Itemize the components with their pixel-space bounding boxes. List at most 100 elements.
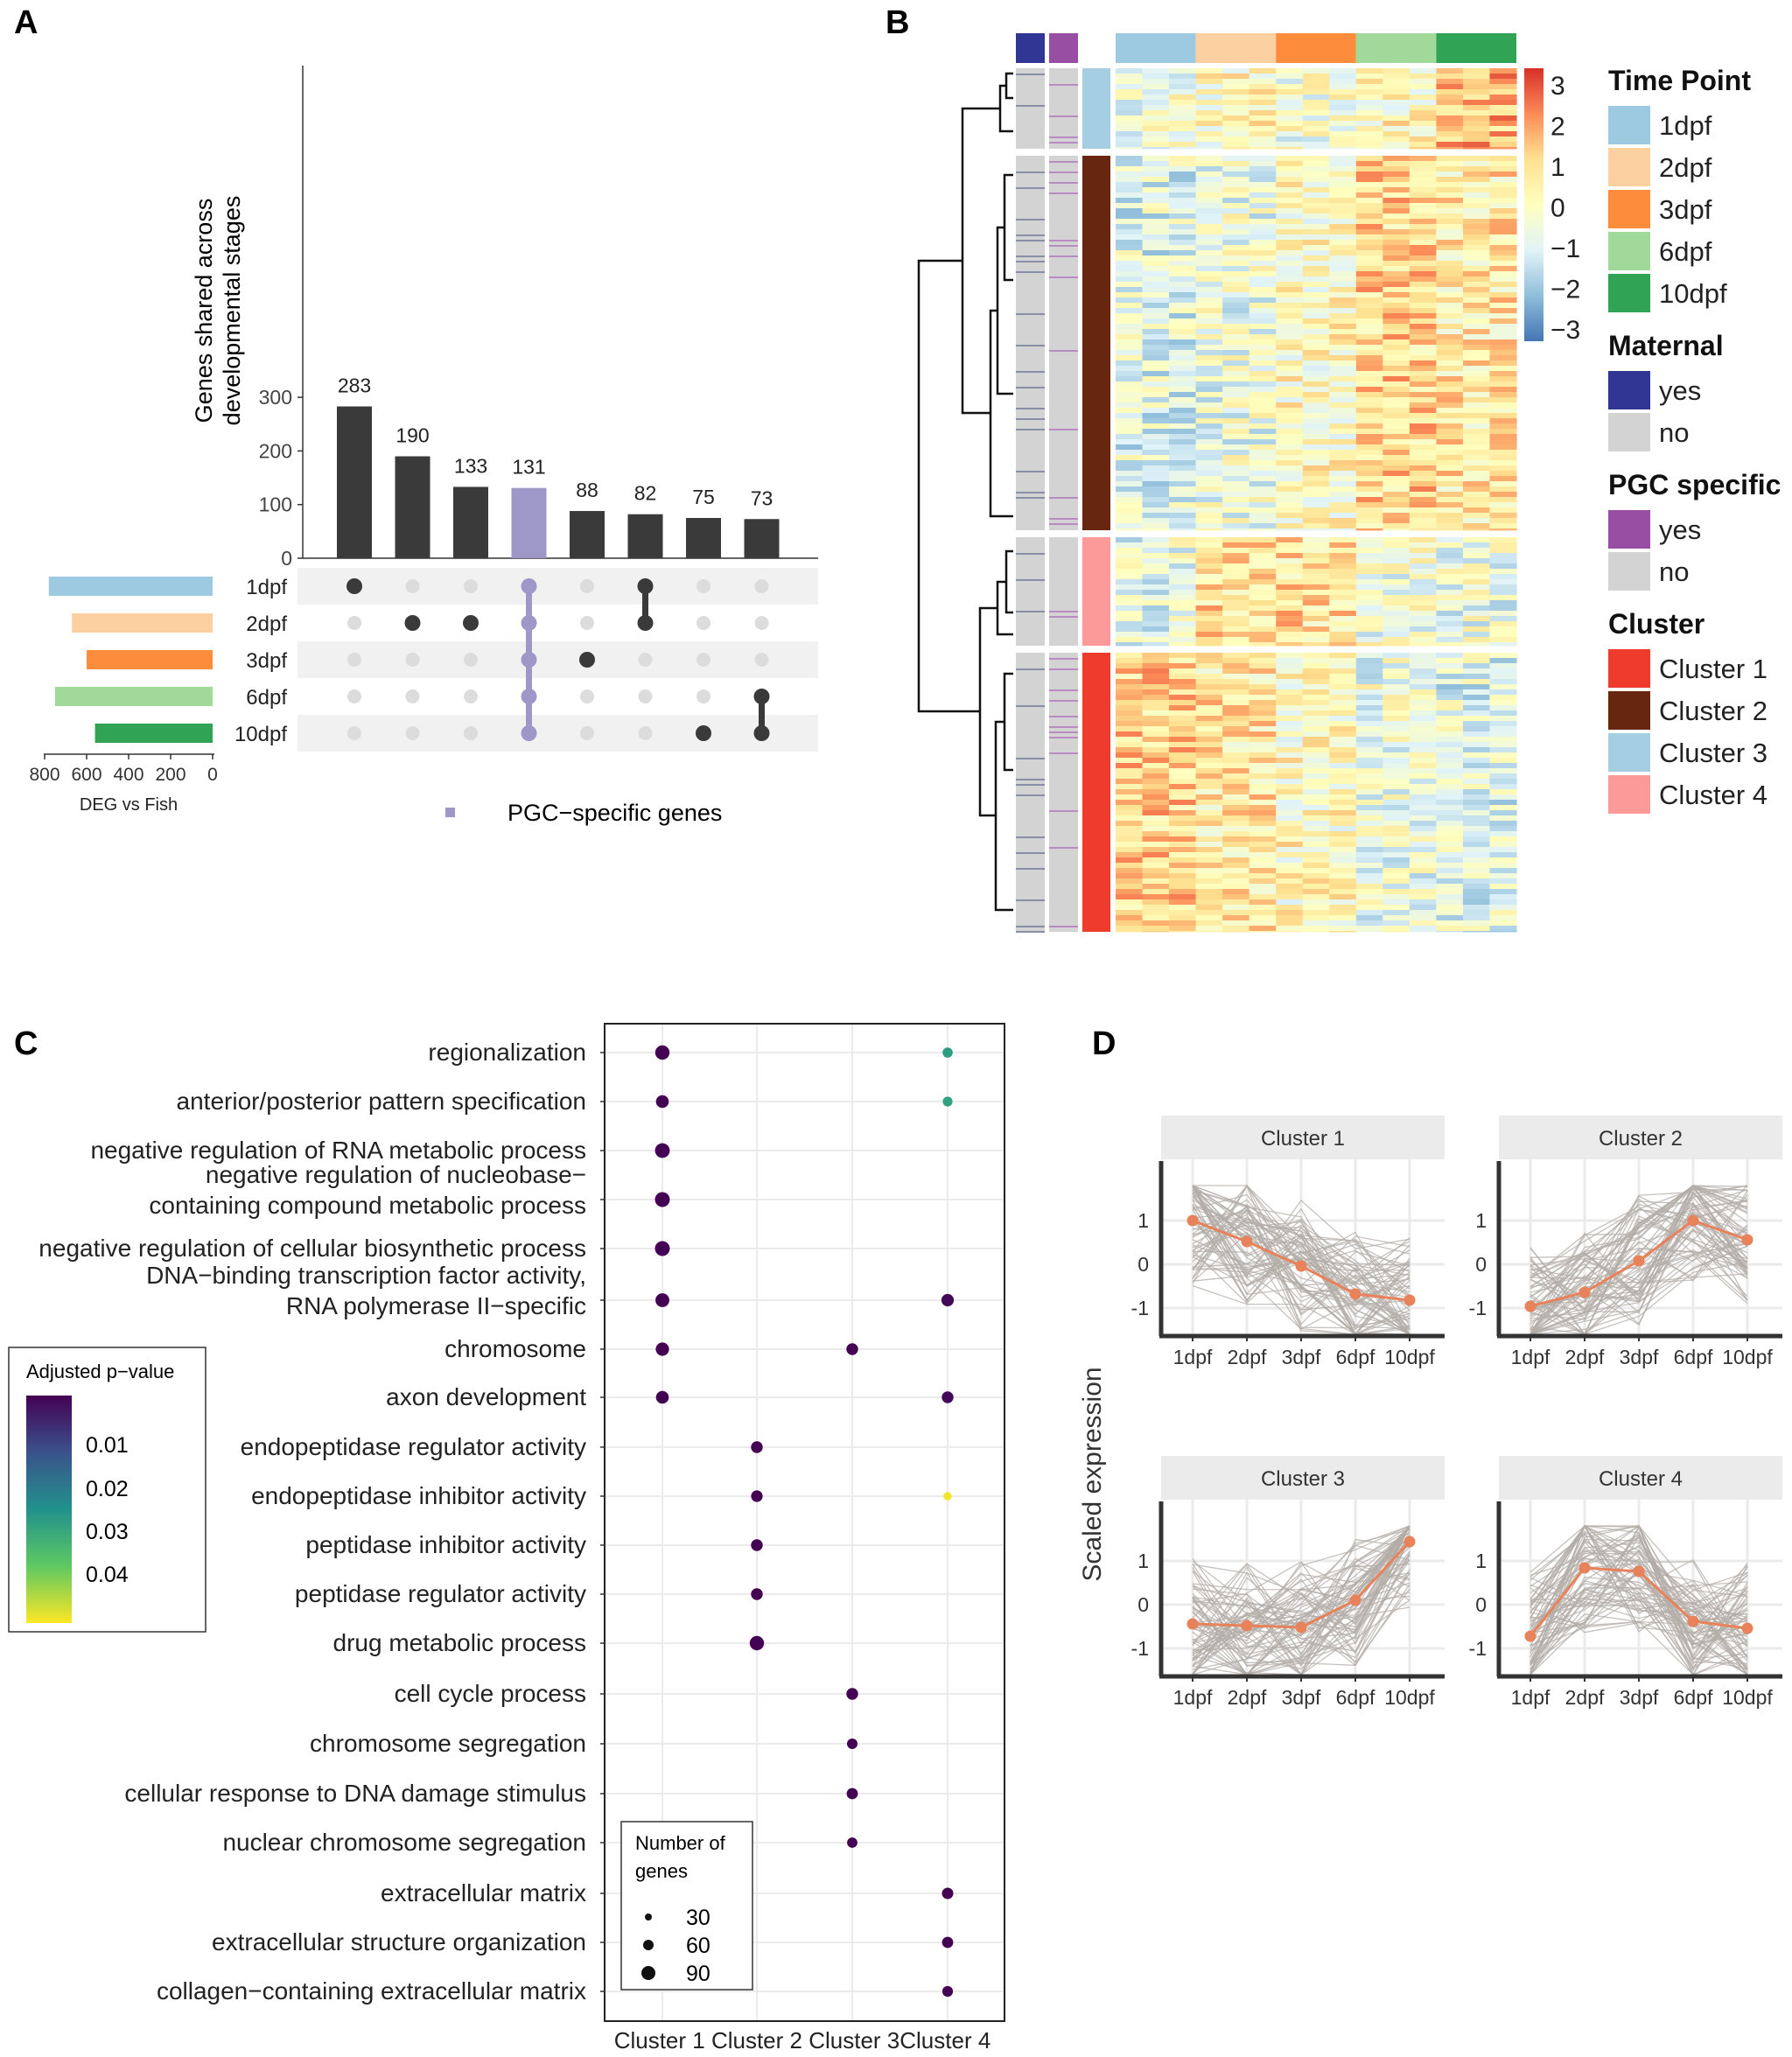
heatmap-cell [1169, 276, 1197, 283]
pgc-stripe [1049, 518, 1078, 520]
heatmap-cell [1489, 234, 1517, 241]
heatmap-cell [1276, 768, 1304, 774]
heatmap-cell [1436, 245, 1464, 251]
heatmap-cell [1276, 292, 1304, 298]
heatmap-cell [1276, 784, 1304, 790]
maternal-stripe [1016, 261, 1045, 262]
heatmap-cell [1382, 492, 1410, 498]
heatmap-cell [1382, 126, 1410, 132]
heatmap-cell [1462, 632, 1491, 638]
heatmap-cell [1169, 297, 1197, 304]
heatmap-cell [1142, 563, 1170, 570]
heatmap-cell [1249, 234, 1277, 241]
heatmap-cell [1249, 486, 1277, 493]
heatmap-cell [1116, 156, 1144, 162]
heatmap-cell [1329, 752, 1357, 759]
heatmap-cell [1436, 705, 1464, 711]
heatmap-cell [1222, 873, 1250, 879]
heatmap-cell [1462, 915, 1491, 921]
heatmap-cell [1302, 831, 1330, 837]
heatmap-cell [1276, 558, 1304, 564]
facet-strip [1499, 1116, 1782, 1159]
heatmap-cell [1382, 815, 1410, 822]
heatmap-cell [1436, 758, 1464, 764]
heatmap-cell [1276, 502, 1304, 508]
heatmap-cell [1195, 789, 1223, 795]
maternal-stripe [1016, 779, 1045, 780]
heatmap-cell [1169, 590, 1197, 596]
heatmap-cell [1276, 126, 1304, 132]
heatmap-cell [1329, 663, 1357, 669]
maternal-stripe [1016, 187, 1045, 189]
heatmap-cell [1302, 297, 1330, 304]
heatmap-cell [1195, 931, 1223, 933]
heatmap-cell [1489, 318, 1517, 325]
heatmap-cell [1409, 366, 1437, 372]
heatmap-cell [1489, 350, 1517, 356]
upset-bar-value: 131 [512, 456, 545, 479]
heatmap-cell [1116, 847, 1144, 853]
heatmap-cell [1249, 523, 1277, 529]
heatmap-cell [1355, 261, 1383, 267]
heatmap-cell [1409, 574, 1437, 580]
heatmap-cell [1489, 245, 1517, 251]
heatmap-cell [1489, 920, 1517, 927]
heatmap-cell [1409, 73, 1437, 80]
heatmap-cell [1409, 626, 1437, 633]
heatmap-cell [1142, 240, 1170, 246]
heatmap-cell [1382, 878, 1410, 885]
heatmap-cell [1249, 371, 1277, 377]
heatmap-cell [1276, 161, 1304, 167]
heatmap-cell [1489, 203, 1517, 209]
heatmap-cell [1302, 68, 1330, 74]
heatmap-cell [1409, 863, 1437, 869]
heatmap-cell [1116, 287, 1144, 293]
heatmap-cell [1116, 905, 1144, 911]
pgc-stripe [1049, 668, 1078, 670]
maternal-stripe [1016, 408, 1045, 409]
heatmap-cell [1249, 621, 1277, 627]
heatmap-cell [1462, 224, 1491, 230]
heatmap-cell [1116, 308, 1144, 314]
heatmap-cell [1489, 574, 1517, 580]
heatmap-cell [1276, 920, 1304, 927]
heatmap-cell [1302, 84, 1330, 90]
heatmap-cell [1436, 100, 1464, 106]
heatmap-cell [1462, 695, 1491, 701]
pgc-stripe [1049, 161, 1078, 163]
heatmap-cell [1489, 94, 1517, 101]
heatmap-legends: Time Point1dpf2dpf3dpf6dpf10dpfMaternaly… [1608, 65, 1781, 814]
pgc-stripe [1049, 689, 1078, 691]
heatmap-cell [1195, 569, 1223, 575]
heatmap-cell [1409, 590, 1437, 596]
scaled-expression-ylabel: Scaled expression [1078, 1367, 1107, 1581]
heatmap-cell [1302, 292, 1330, 298]
heatmap-cell [1195, 234, 1223, 241]
heatmap-cell [1329, 339, 1357, 346]
heatmap-cell [1116, 303, 1144, 309]
heatmap-cell [1329, 863, 1357, 869]
heatmap-cell [1249, 115, 1277, 122]
heatmap-cell [1355, 584, 1383, 591]
heatmap-cell [1222, 303, 1250, 309]
heatmap-cell [1462, 303, 1491, 309]
size-legend: Number of genes 30 60 90 [620, 1821, 753, 1991]
pgc-stripe [1049, 716, 1078, 717]
heatmap-cell [1329, 537, 1357, 543]
heatmap-cell [1355, 429, 1383, 435]
heatmap-cell [1116, 350, 1144, 356]
heatmap-cell [1355, 121, 1383, 127]
heatmap-cell [1355, 423, 1383, 430]
profile-x-tick-label: 6dpf [1336, 1686, 1376, 1709]
heatmap-cell [1222, 89, 1250, 95]
heatmap-cell [1169, 381, 1197, 388]
matrix-dot-filled [521, 615, 537, 631]
heatmap-cell [1409, 695, 1437, 701]
heatmap-cell [1382, 836, 1410, 843]
set-size-tick-label: 400 [113, 765, 144, 785]
heatmap-cell [1222, 234, 1250, 241]
heatmap-cell [1462, 663, 1491, 669]
heatmap-cell [1169, 161, 1197, 167]
heatmap-cell [1382, 392, 1410, 398]
heatmap-cell [1142, 250, 1170, 256]
